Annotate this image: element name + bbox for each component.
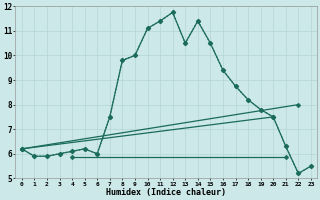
X-axis label: Humidex (Indice chaleur): Humidex (Indice chaleur)	[106, 188, 226, 197]
